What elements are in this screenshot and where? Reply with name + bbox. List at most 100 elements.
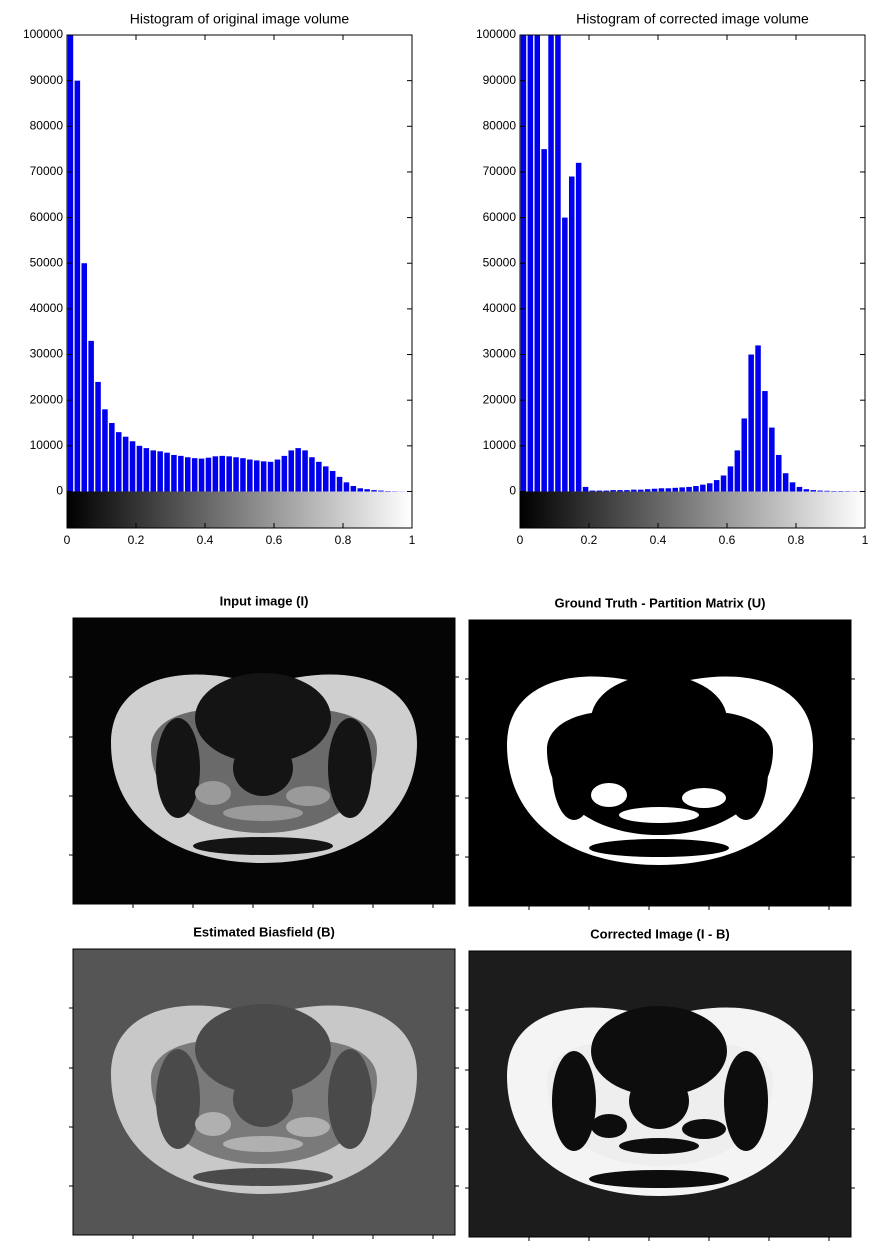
mri-image: [465, 950, 855, 1241]
x-tick-label: 0.2: [581, 533, 598, 547]
bar: [534, 35, 541, 492]
bar: [700, 484, 706, 492]
muscle: [156, 1049, 200, 1149]
bar: [88, 340, 94, 492]
bar: [157, 451, 163, 492]
bar: [288, 450, 295, 492]
bar: [651, 488, 658, 492]
bar: [665, 488, 672, 492]
bar: [95, 381, 101, 492]
bar: [274, 459, 281, 492]
y-tick-label: 90000: [30, 73, 64, 87]
x-tick-label: 0.2: [128, 533, 145, 547]
y-tick-label: 70000: [483, 164, 517, 178]
axes-frame: [519, 34, 866, 529]
bar: [253, 460, 260, 492]
bar: [658, 488, 665, 492]
organ: [629, 742, 689, 798]
muscle: [193, 837, 333, 855]
panel-title: Input image (I): [220, 593, 309, 608]
panel-title: Ground Truth - Partition Matrix (U): [555, 595, 766, 610]
y-tick-label: 20000: [30, 392, 64, 406]
image-frame: [72, 617, 456, 905]
y-tick-label: 0: [56, 484, 63, 498]
muscle: [724, 720, 768, 820]
tissue: [682, 788, 726, 808]
bar: [178, 455, 184, 492]
bar: [582, 486, 589, 492]
x-tick-label: 0.8: [335, 533, 352, 547]
bar: [741, 418, 748, 492]
bar: [371, 490, 377, 492]
bar: [205, 457, 212, 492]
x-tick-label: 0.8: [788, 533, 805, 547]
x-tick-label: 1: [409, 533, 416, 547]
bar: [309, 457, 315, 492]
organ: [233, 1071, 293, 1127]
muscle: [724, 1051, 768, 1151]
bar: [164, 452, 170, 492]
bar: [191, 458, 198, 492]
bar: [555, 35, 561, 492]
muscle: [328, 1049, 372, 1149]
bar: [762, 391, 768, 492]
bar: [610, 490, 616, 492]
bar: [603, 490, 610, 492]
bar: [527, 35, 534, 492]
bar: [679, 487, 685, 492]
muscle: [589, 1170, 729, 1188]
y-tick-label: 30000: [483, 347, 517, 361]
bar: [548, 35, 554, 492]
x-tick-label: 0.4: [650, 533, 667, 547]
bar: [281, 455, 288, 492]
y-tick-label: 100000: [23, 27, 63, 41]
bar: [233, 457, 239, 492]
tissue: [223, 805, 303, 821]
bar: [624, 490, 630, 492]
x-tick-label: 1: [862, 533, 869, 547]
organ: [195, 673, 331, 763]
muscle: [552, 720, 596, 820]
bar: [782, 473, 789, 492]
bar: [240, 458, 246, 492]
y-tick-label: 100000: [476, 27, 516, 41]
organ: [591, 675, 727, 765]
bar: [143, 448, 150, 492]
bar: [136, 445, 143, 492]
tissue: [195, 1112, 231, 1136]
bar: [357, 488, 364, 492]
mri-image: [465, 619, 855, 910]
tissue: [682, 1119, 726, 1139]
bar: [219, 455, 226, 492]
bar: [171, 454, 177, 492]
muscle: [193, 1168, 333, 1186]
tissue: [591, 783, 627, 807]
bar: [541, 149, 547, 492]
bar: [109, 423, 115, 492]
tissue: [286, 1117, 330, 1137]
bar: [817, 490, 823, 492]
bar: [596, 490, 603, 492]
bar: [693, 486, 699, 492]
bar: [302, 450, 308, 492]
y-tick-label: 70000: [30, 164, 64, 178]
image-frame: [468, 619, 852, 907]
bar: [824, 490, 830, 492]
colorbar: [67, 491, 412, 528]
x-tick-label: 0.6: [266, 533, 283, 547]
bar: [789, 482, 796, 492]
muscle: [156, 718, 200, 818]
y-tick-label: 60000: [30, 210, 64, 224]
y-tick-label: 40000: [483, 301, 517, 315]
x-tick-label: 0.4: [197, 533, 214, 547]
bar: [720, 475, 727, 492]
bar: [589, 490, 596, 492]
bar: [672, 487, 679, 492]
organ: [195, 1004, 331, 1094]
bar: [343, 482, 350, 492]
chart-title: Histogram of original image volume: [130, 11, 350, 27]
bar: [575, 162, 582, 492]
y-tick-label: 80000: [30, 118, 64, 132]
